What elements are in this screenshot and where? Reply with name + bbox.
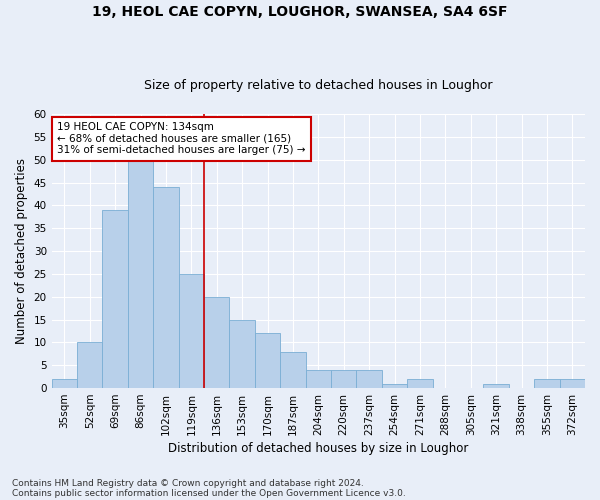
Y-axis label: Number of detached properties: Number of detached properties: [15, 158, 28, 344]
Bar: [305, 370, 331, 388]
Bar: [153, 187, 179, 388]
Bar: [229, 320, 255, 388]
Bar: [534, 379, 560, 388]
X-axis label: Distribution of detached houses by size in Loughor: Distribution of detached houses by size …: [168, 442, 469, 455]
Bar: [280, 352, 305, 388]
Text: Contains public sector information licensed under the Open Government Licence v3: Contains public sector information licen…: [12, 488, 406, 498]
Bar: [179, 274, 204, 388]
Text: Contains HM Land Registry data © Crown copyright and database right 2024.: Contains HM Land Registry data © Crown c…: [12, 478, 364, 488]
Bar: [407, 379, 433, 388]
Bar: [484, 384, 509, 388]
Bar: [255, 334, 280, 388]
Bar: [77, 342, 103, 388]
Bar: [356, 370, 382, 388]
Title: Size of property relative to detached houses in Loughor: Size of property relative to detached ho…: [144, 79, 493, 92]
Bar: [382, 384, 407, 388]
Bar: [103, 210, 128, 388]
Bar: [560, 379, 585, 388]
Text: 19, HEOL CAE COPYN, LOUGHOR, SWANSEA, SA4 6SF: 19, HEOL CAE COPYN, LOUGHOR, SWANSEA, SA…: [92, 5, 508, 19]
Bar: [331, 370, 356, 388]
Bar: [204, 296, 229, 388]
Text: 19 HEOL CAE COPYN: 134sqm
← 68% of detached houses are smaller (165)
31% of semi: 19 HEOL CAE COPYN: 134sqm ← 68% of detac…: [57, 122, 305, 156]
Bar: [128, 160, 153, 388]
Bar: [52, 379, 77, 388]
